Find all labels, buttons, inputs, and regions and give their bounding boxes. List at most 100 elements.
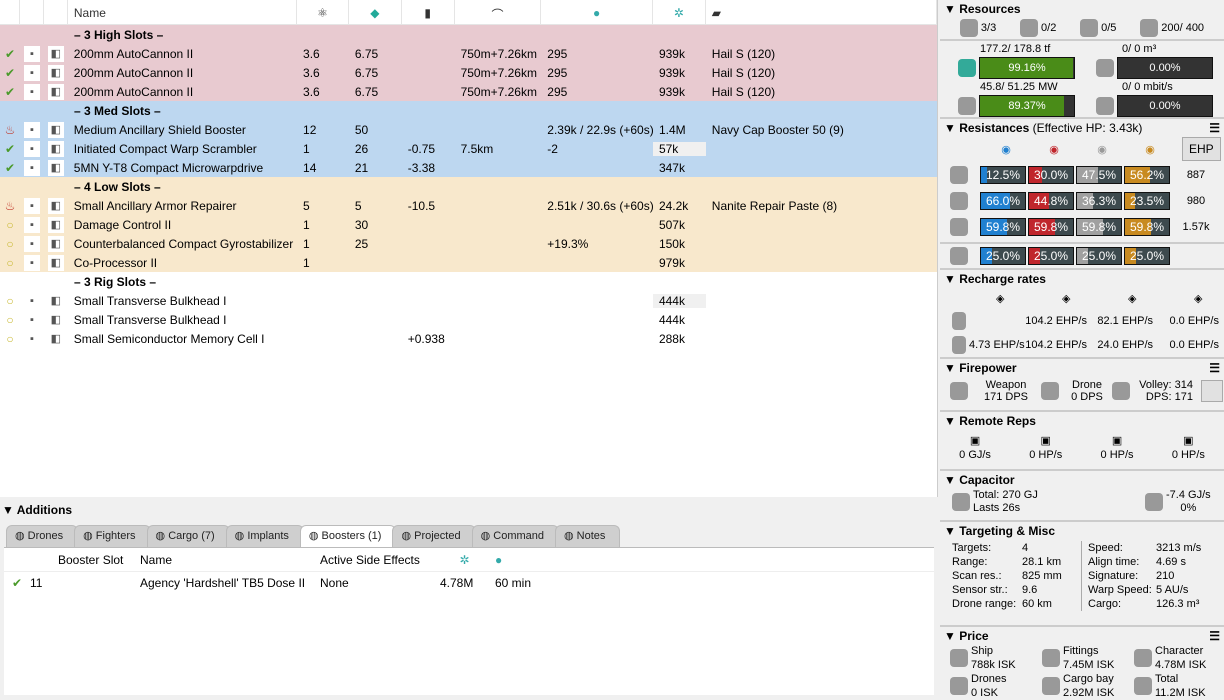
misc-column-icon[interactable]: ● — [541, 0, 653, 25]
module-row[interactable]: ○ ▪ ◧ Counterbalanced Compact Gyrostabilize… — [0, 234, 937, 253]
module-row[interactable]: ✔ ▪ ◧ 200mm AutoCannon II 3.6 6.75 750m+7.26km… — [0, 63, 937, 82]
active-check-icon[interactable]: ✔ — [4, 46, 15, 61]
tab-command[interactable]: ◍ Command — [471, 525, 560, 547]
additions-panel: ▼ Additions ◍ Drones ◍ Fighters ◍ Cargo (7… — [0, 503, 938, 695]
tab-drones[interactable]: ◍ Drones — [6, 525, 79, 547]
targeting-stat: Signature: 210 — [1088, 570, 1175, 582]
side-effects-header[interactable]: Active Side Effects — [320, 552, 420, 567]
menu-icon[interactable]: ☰ — [1209, 360, 1220, 375]
remote-reps-header[interactable]: ▼ Remote Reps — [944, 414, 1036, 428]
targeting-header[interactable]: ▼ Targeting & Misc — [944, 524, 1056, 538]
active-check-icon[interactable]: ✔ — [4, 65, 15, 80]
cap-total: Total: 270 GJ — [973, 489, 1038, 501]
kinetic-resist-icon: ◉ — [1097, 143, 1107, 156]
duration-header-icon[interactable]: ● — [495, 552, 503, 567]
active-check-icon[interactable]: ✔ — [4, 160, 15, 175]
drone-label: Drone — [1072, 379, 1102, 391]
charge-column-icon[interactable]: ▰ — [706, 0, 937, 25]
passive-state-icon[interactable]: ○ — [6, 312, 14, 327]
module-row[interactable]: ♨ ▪ ◧ Medium Ancillary Shield Booster 12 50 2.… — [0, 120, 937, 139]
resist-bar: 59.8% — [1124, 218, 1170, 236]
resources-header[interactable]: ▼ Resources — [944, 2, 1021, 16]
price: 939k — [658, 46, 685, 61]
price: 507k — [658, 217, 685, 232]
powergrid: 6.75 — [354, 84, 379, 99]
overheat-icon[interactable]: ♨ — [4, 198, 16, 213]
remote-hull: ▣ 0 HP/s — [1171, 435, 1205, 461]
cap-use: -0.75 — [407, 141, 436, 156]
module-row[interactable]: ○ ▪ ◧ Co-Processor II 1 979k — [0, 253, 937, 272]
module-row[interactable]: ✔ ▪ ◧ 200mm AutoCannon II 3.6 6.75 750m+7.26km… — [0, 82, 937, 101]
tab-icon: ◍ — [83, 530, 96, 542]
capacitor-header[interactable]: ▼ Capacitor — [944, 473, 1015, 487]
additions-title[interactable]: ▼ Additions — [2, 503, 73, 517]
range-column-icon[interactable]: ⌒ — [455, 0, 542, 25]
turret-slots: 3/3 — [980, 21, 997, 34]
tab-cargo[interactable]: ◍ Cargo (7) — [146, 525, 230, 547]
name-column-header[interactable]: Name — [68, 0, 298, 25]
tab-implants[interactable]: ◍ Implants — [225, 525, 304, 547]
capacitor-icon — [952, 493, 970, 511]
active-check-icon[interactable]: ✔ — [11, 576, 23, 590]
price-column-icon[interactable]: ✲ — [653, 0, 706, 25]
tab-projected[interactable]: ◍ Projected — [392, 525, 476, 547]
charge-icon: ▪ — [23, 45, 40, 62]
recharge-header[interactable]: ▼ Recharge rates — [944, 272, 1046, 286]
ehp-toggle-button[interactable]: EHP — [1182, 137, 1221, 161]
damage-pattern-button[interactable] — [1201, 380, 1223, 402]
module-icon: ◧ — [47, 159, 64, 176]
hull-recharge-icon: ◈ — [1194, 292, 1203, 305]
module-row[interactable]: ○ ▪ ◧ Damage Control II 1 30 507k — [0, 215, 937, 234]
powergrid: 6.75 — [354, 46, 379, 61]
module-name: Counterbalanced Compact Gyrostabilizer — [73, 236, 294, 251]
weapon-label: Weapon — [985, 379, 1027, 391]
tab-icon: ◍ — [155, 530, 169, 542]
module-row[interactable]: ○ ▪ ◧ Small Semiconductor Memory Cell I +0.9… — [0, 329, 937, 348]
powergrid-column-icon[interactable]: ◆ — [349, 0, 402, 25]
active-check-icon[interactable]: ✔ — [4, 141, 15, 156]
hardpoints-row: 3/3 0/2 0/5 200/ 400 — [940, 17, 1224, 39]
passive-state-icon[interactable]: ○ — [6, 293, 14, 308]
slot-section-header: – 3 Rig Slots – — [0, 272, 937, 291]
tab-boosters[interactable]: ◍ Boosters (1) — [299, 525, 397, 547]
passive-state-icon[interactable]: ○ — [6, 255, 14, 270]
layer-ehp: 980 — [1186, 195, 1206, 207]
drone-dps: 0 DPS — [1071, 391, 1103, 403]
recharge-value: 82.1 EHP/s — [1097, 315, 1153, 327]
menu-icon[interactable]: ☰ — [1209, 120, 1220, 135]
module-row[interactable]: ♨ ▪ ◧ Small Ancillary Armor Repairer 5 5 -10.5… — [0, 196, 937, 215]
name-header[interactable]: Name — [140, 552, 173, 567]
volley-icon — [1112, 382, 1130, 400]
module-row[interactable]: ✔ ▪ ◧ 200mm AutoCannon II 3.6 6.75 750m+7.26km… — [0, 44, 937, 63]
section-label: – 4 Low Slots – — [74, 179, 161, 194]
price: 444k — [652, 293, 706, 308]
tab-fighters[interactable]: ◍ Fighters — [74, 525, 151, 547]
recharge-row: 4.73 EHP/s 104.2 EHP/s 24.0 EHP/s 0.0 EHP/s — [940, 333, 1224, 357]
boosters-table: Booster Slot Name Active Side Effects ✲ … — [4, 547, 934, 695]
active-check-icon[interactable]: ✔ — [4, 84, 15, 99]
shield-icon — [950, 166, 968, 184]
resistances-header[interactable]: ▼ Resistances (Effective HP: 3.43k) ☰ — [944, 120, 1220, 135]
cpu-column-icon[interactable]: ⚛ — [297, 0, 349, 25]
tab-icon: ◍ — [401, 530, 415, 542]
module-row[interactable]: ✔ ▪ ◧ 5MN Y-T8 Compact Microwarpdrive 14 21 -3… — [0, 158, 937, 177]
weapon-icon — [950, 382, 968, 400]
module-icon: ◧ — [47, 83, 64, 100]
module-row[interactable]: ○ ▪ ◧ Small Transverse Bulkhead I 444k — [0, 291, 937, 310]
capacitor-column-icon[interactable]: ▮ — [402, 0, 455, 25]
overheat-icon[interactable]: ♨ — [4, 122, 16, 137]
tab-notes[interactable]: ◍ Notes — [555, 525, 621, 547]
price-header-icon[interactable]: ✲ — [459, 552, 470, 567]
module-name: 200mm AutoCannon II — [73, 84, 194, 99]
module-row[interactable]: ○ ▪ ◧ Small Transverse Bulkhead I 444k — [0, 310, 937, 329]
passive-state-icon[interactable]: ○ — [6, 331, 14, 346]
price-header[interactable]: ▼ Price ☰ — [944, 628, 1220, 643]
cpu-bar: 99.16% — [979, 57, 1075, 79]
firepower-header[interactable]: ▼ Firepower ☰ — [944, 360, 1220, 375]
booster-slot-header[interactable]: Booster Slot — [58, 552, 124, 567]
menu-icon[interactable]: ☰ — [1209, 628, 1220, 643]
passive-state-icon[interactable]: ○ — [6, 217, 14, 232]
booster-row[interactable]: ✔ 11 Agency 'Hardshell' TB5 Dose II None… — [4, 572, 934, 594]
module-row[interactable]: ✔ ▪ ◧ Initiated Compact Warp Scrambler 1 26 -0… — [0, 139, 937, 158]
passive-state-icon[interactable]: ○ — [6, 236, 14, 251]
